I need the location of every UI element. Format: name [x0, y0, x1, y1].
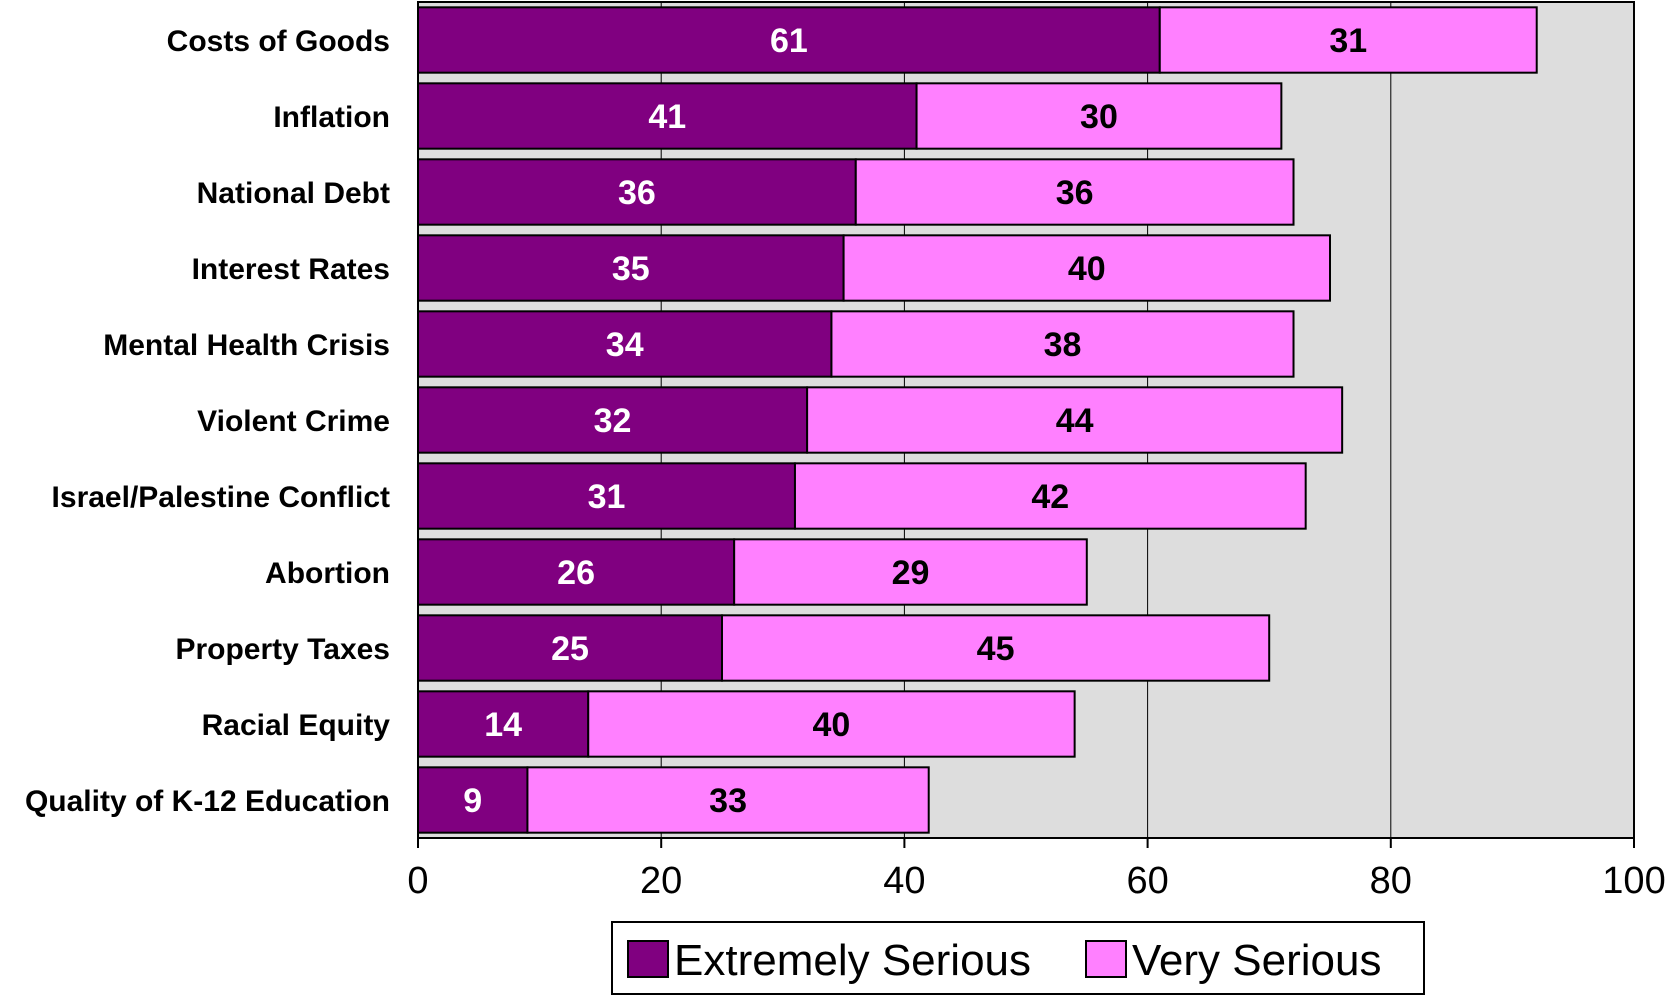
- data-label: 25: [551, 630, 589, 668]
- bar-segment: [417, 6, 1161, 74]
- category-label: Abortion: [265, 557, 390, 590]
- bar-segment: [915, 82, 1283, 150]
- bar-segment: [417, 82, 918, 150]
- category-label: Costs of Goods: [167, 25, 390, 58]
- data-label: 42: [1031, 478, 1069, 516]
- bar-segment: [806, 386, 1344, 454]
- legend-swatch: [1085, 940, 1127, 978]
- data-label: 30: [1080, 98, 1118, 136]
- legend-label: Very Serious: [1132, 936, 1381, 985]
- category-label: Property Taxes: [175, 633, 390, 666]
- bar-segment: [830, 310, 1295, 378]
- data-label: 33: [709, 782, 747, 820]
- bar-segment: [417, 310, 833, 378]
- bars: 61 31 41 30 36 36 35 40 34 38 32 44 31 42 26 29 25 45 14 40…: [417, 6, 1538, 834]
- bar-segment: [721, 614, 1271, 682]
- data-label: 36: [1056, 174, 1094, 212]
- category-label: Inflation: [273, 101, 390, 134]
- data-label: 29: [892, 554, 930, 592]
- data-label: 32: [594, 402, 632, 440]
- legend: Extremely Serious Very Serious: [611, 921, 1425, 995]
- data-label: 44: [1056, 402, 1094, 440]
- data-label: 31: [1329, 22, 1367, 60]
- x-tick-label: 20: [640, 860, 682, 902]
- category-label: Mental Health Crisis: [103, 329, 390, 362]
- category-label: Racial Equity: [202, 709, 391, 742]
- bar-segment: [417, 386, 809, 454]
- bar-segment: [526, 766, 930, 834]
- category-label: Interest Rates: [192, 253, 390, 286]
- x-tick-label: 100: [1602, 860, 1665, 902]
- x-axis: 0 20 40 60 80 100: [407, 838, 1666, 902]
- data-label: 40: [813, 706, 851, 744]
- data-label: 40: [1068, 250, 1106, 288]
- x-tick-label: 80: [1370, 860, 1412, 902]
- data-label: 61: [770, 22, 808, 60]
- bar-segment: [587, 690, 1076, 758]
- data-label: 38: [1044, 326, 1082, 364]
- bar-segment: [793, 462, 1307, 530]
- x-tick-label: 40: [883, 860, 925, 902]
- bar-segment: [733, 538, 1088, 606]
- bar-segment: [417, 462, 796, 530]
- data-label: 34: [606, 326, 644, 364]
- data-label: 35: [612, 250, 650, 288]
- category-labels: Costs of Goods Inflation National Debt Inte…: [25, 25, 390, 818]
- category-label: National Debt: [197, 177, 390, 210]
- legend-box: [611, 921, 1425, 995]
- category-label: Israel/Palestine Conflict: [52, 481, 390, 514]
- bar-segment: [854, 158, 1295, 226]
- category-label: Quality of K-12 Education: [25, 785, 390, 818]
- bar-segment: [417, 158, 857, 226]
- bar-segment: [842, 234, 1331, 302]
- data-label: 31: [588, 478, 626, 516]
- data-label: 41: [648, 98, 686, 136]
- bar-segment: [417, 234, 845, 302]
- data-label: 26: [557, 554, 595, 592]
- x-tick-label: 0: [407, 860, 428, 902]
- bar-segment: [1158, 6, 1538, 74]
- x-tick-label: 60: [1126, 860, 1168, 902]
- bar-segment: [417, 538, 736, 606]
- bar-segment: [417, 690, 590, 758]
- data-label: 45: [977, 630, 1015, 668]
- data-label: 14: [484, 706, 522, 744]
- data-label: 9: [463, 782, 482, 820]
- legend-label: Extremely Serious: [674, 936, 1031, 985]
- legend-swatch: [627, 940, 669, 978]
- data-label: 36: [618, 174, 656, 212]
- category-label: Violent Crime: [197, 405, 390, 438]
